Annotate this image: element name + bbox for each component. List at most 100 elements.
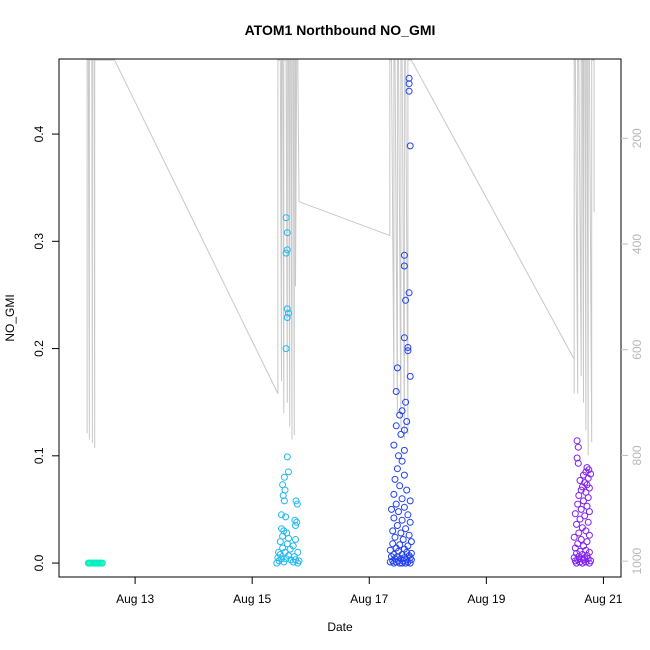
data-point-series-3	[395, 508, 402, 516]
data-point-series-2	[283, 229, 291, 237]
data-point-series-4	[575, 529, 583, 537]
data-point-series-4	[570, 533, 578, 541]
data-point-series-2	[286, 545, 294, 553]
data-point-series-3	[400, 262, 408, 270]
x-tick-label: Aug 19	[467, 592, 505, 606]
x-axis-label: Date	[327, 620, 353, 634]
data-point-series-4	[584, 494, 592, 502]
data-point-series-4	[585, 484, 593, 492]
data-point-series-3	[405, 80, 413, 88]
data-point-series-4	[584, 518, 592, 526]
data-point-series-4	[573, 437, 581, 445]
data-point-series-3	[392, 422, 400, 430]
y-tick-label: 0.0	[32, 554, 46, 571]
data-point-series-4	[576, 515, 584, 523]
data-point-series-2	[283, 246, 291, 254]
data-point-series-3	[389, 527, 397, 535]
x-axis: Aug 13 Aug 15 Aug 17 Aug 19 Aug 21	[116, 577, 623, 606]
data-point-series-2	[294, 548, 302, 556]
y-tick-label: 0.1	[32, 447, 46, 464]
data-point-series-2	[293, 500, 301, 508]
secondary-y-axis: 200 400 600 800 1000	[621, 128, 644, 574]
data-point-series-3	[398, 457, 406, 465]
data-point-series-2	[282, 345, 290, 353]
data-point-series-3	[393, 364, 401, 372]
data-point-series-4	[573, 559, 580, 567]
data-point-series-3	[403, 486, 411, 494]
data-point-series-3	[393, 465, 401, 473]
data-point-series-3	[392, 388, 400, 395]
data-point-series-3	[398, 559, 406, 567]
data-point-series-4	[583, 538, 591, 546]
data-point-series-4	[580, 471, 587, 479]
y2-tick-label: 200	[630, 128, 644, 148]
data-point-series-2	[276, 538, 284, 546]
data-point-series-4	[585, 531, 593, 539]
y-tick-label: 0.3	[32, 233, 46, 250]
data-point-series-3	[400, 251, 408, 259]
data-point-series-4	[583, 464, 591, 472]
data-point-series-2	[292, 536, 299, 543]
data-point-series-3	[390, 441, 398, 449]
data-point-series-2	[292, 522, 299, 529]
data-point-series-4	[573, 520, 580, 528]
data-point-series-1	[98, 559, 106, 567]
data-point-series-4	[571, 510, 579, 518]
y-tick-label: 0.4	[32, 125, 46, 142]
data-point-series-2	[293, 518, 301, 526]
data-point-series-2	[275, 557, 283, 565]
data-point-series-3	[397, 529, 405, 537]
data-point-series-2	[283, 314, 291, 321]
data-point-series-2	[292, 497, 300, 505]
data-point-series-3	[404, 344, 412, 351]
data-point-series-3	[406, 142, 414, 150]
plot-frame	[58, 58, 622, 578]
data-point-series-2	[291, 516, 299, 524]
y-axis: 0.0 0.1 0.2 0.3 0.4	[32, 125, 59, 571]
data-point-series-3	[403, 418, 411, 425]
data-point-series-4	[578, 483, 586, 491]
data-point-series-3	[388, 505, 395, 513]
data-point-series-3	[398, 516, 406, 524]
data-point-series-4	[574, 443, 582, 451]
data-point-series-3	[402, 296, 410, 304]
data-point-series-2	[278, 511, 285, 519]
data-point-series-3	[398, 495, 406, 503]
data-point-series-3	[402, 398, 410, 406]
pressure-trace-layer	[86, 59, 595, 456]
data-point-series-4	[580, 556, 587, 564]
data-point-series-3	[400, 426, 408, 434]
data-point-series-2	[278, 525, 285, 533]
data-point-series-3	[402, 525, 410, 533]
data-point-series-3	[407, 556, 415, 564]
data-point-series-4	[580, 497, 587, 505]
data-point-series-3	[404, 347, 412, 355]
data-point-series-4	[574, 500, 582, 508]
data-point-series-2	[283, 305, 291, 313]
data-point-series-4	[582, 558, 590, 566]
data-point-series-3	[396, 559, 404, 567]
x-tick-label: Aug 15	[233, 592, 271, 606]
data-point-series-3	[400, 503, 408, 511]
data-point-series-2	[280, 497, 288, 505]
data-point-series-2	[282, 249, 290, 257]
data-point-series-3	[397, 430, 405, 438]
data-point-series-2	[282, 513, 290, 521]
data-point-series-2	[285, 309, 292, 317]
y-axis-label: NO_GMI	[3, 294, 17, 341]
data-point-series-4	[582, 527, 590, 535]
data-point-series-4	[575, 492, 583, 499]
data-point-series-4	[583, 552, 591, 560]
data-point-series-3	[399, 536, 407, 543]
data-point-series-3	[405, 531, 413, 539]
y2-tick-label: 800	[630, 445, 644, 465]
data-point-series-2	[280, 558, 288, 566]
data-point-series-3	[406, 559, 414, 567]
data-point-series-3	[393, 522, 401, 529]
data-point-series-2	[273, 559, 281, 567]
data-point-series-4	[574, 459, 582, 467]
x-tick-label: Aug 13	[116, 592, 154, 606]
data-point-series-2	[283, 453, 291, 461]
data-point-series-4	[585, 508, 593, 516]
data-point-series-4	[573, 454, 581, 462]
